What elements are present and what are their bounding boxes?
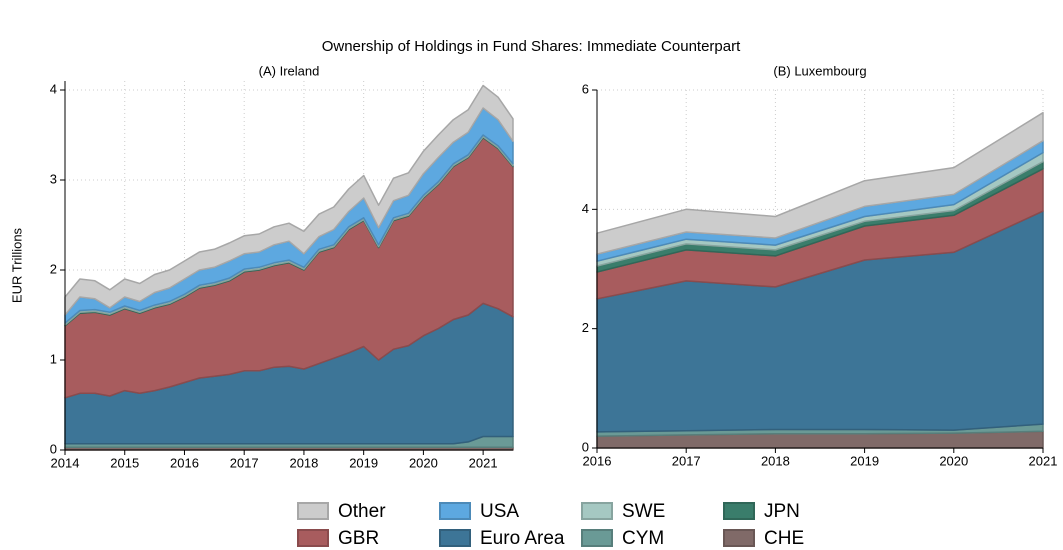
y-tick-label: 0 bbox=[582, 439, 589, 454]
y-tick-label: 1 bbox=[50, 351, 57, 366]
legend-label: Other bbox=[338, 501, 386, 522]
x-tick-label: 2020 bbox=[939, 453, 968, 468]
x-tick-label: 2016 bbox=[170, 455, 199, 470]
legend-swatch bbox=[723, 502, 755, 520]
area bbox=[596, 111, 1044, 255]
legend-label: CHE bbox=[764, 528, 804, 549]
legend-swatch bbox=[581, 502, 613, 520]
y-tick-label: 2 bbox=[582, 320, 589, 335]
legend-label: USA bbox=[480, 501, 519, 522]
legend-swatch bbox=[723, 529, 755, 547]
legend-swatch bbox=[439, 529, 471, 547]
y-axis-label: EUR Trillions bbox=[9, 227, 24, 303]
area bbox=[64, 84, 514, 316]
legend-label: CYM bbox=[622, 528, 664, 549]
legend-label: GBR bbox=[338, 528, 379, 549]
x-tick-label: 2015 bbox=[110, 455, 139, 470]
y-tick-label: 3 bbox=[50, 171, 57, 186]
legend-label: Euro Area bbox=[480, 528, 565, 549]
x-tick-label: 2019 bbox=[349, 455, 378, 470]
x-tick-label: 2021 bbox=[469, 455, 498, 470]
legend-swatch bbox=[297, 529, 329, 547]
x-tick-label: 2017 bbox=[230, 455, 259, 470]
x-tick-label: 2020 bbox=[409, 455, 438, 470]
x-tick-label: 2019 bbox=[850, 453, 879, 468]
legend-label: SWE bbox=[622, 501, 665, 522]
panel-title: (A) Ireland bbox=[259, 63, 320, 78]
legend-label: JPN bbox=[764, 501, 800, 522]
x-tick-label: 2016 bbox=[583, 453, 612, 468]
y-tick-label: 2 bbox=[50, 261, 57, 276]
legend-swatch bbox=[439, 502, 471, 520]
chart-title: Ownership of Holdings in Fund Shares: Im… bbox=[322, 38, 741, 55]
legend-swatch bbox=[581, 529, 613, 547]
legend-swatch bbox=[297, 502, 329, 520]
panel-title: (B) Luxembourg bbox=[773, 63, 866, 78]
y-tick-label: 6 bbox=[582, 81, 589, 96]
x-tick-label: 2021 bbox=[1029, 453, 1058, 468]
x-tick-label: 2014 bbox=[51, 455, 80, 470]
x-tick-label: 2018 bbox=[761, 453, 790, 468]
x-tick-label: 2018 bbox=[289, 455, 318, 470]
x-tick-label: 2017 bbox=[672, 453, 701, 468]
y-tick-label: 4 bbox=[50, 81, 57, 96]
y-tick-label: 4 bbox=[582, 201, 589, 216]
y-tick-label: 0 bbox=[50, 441, 57, 456]
